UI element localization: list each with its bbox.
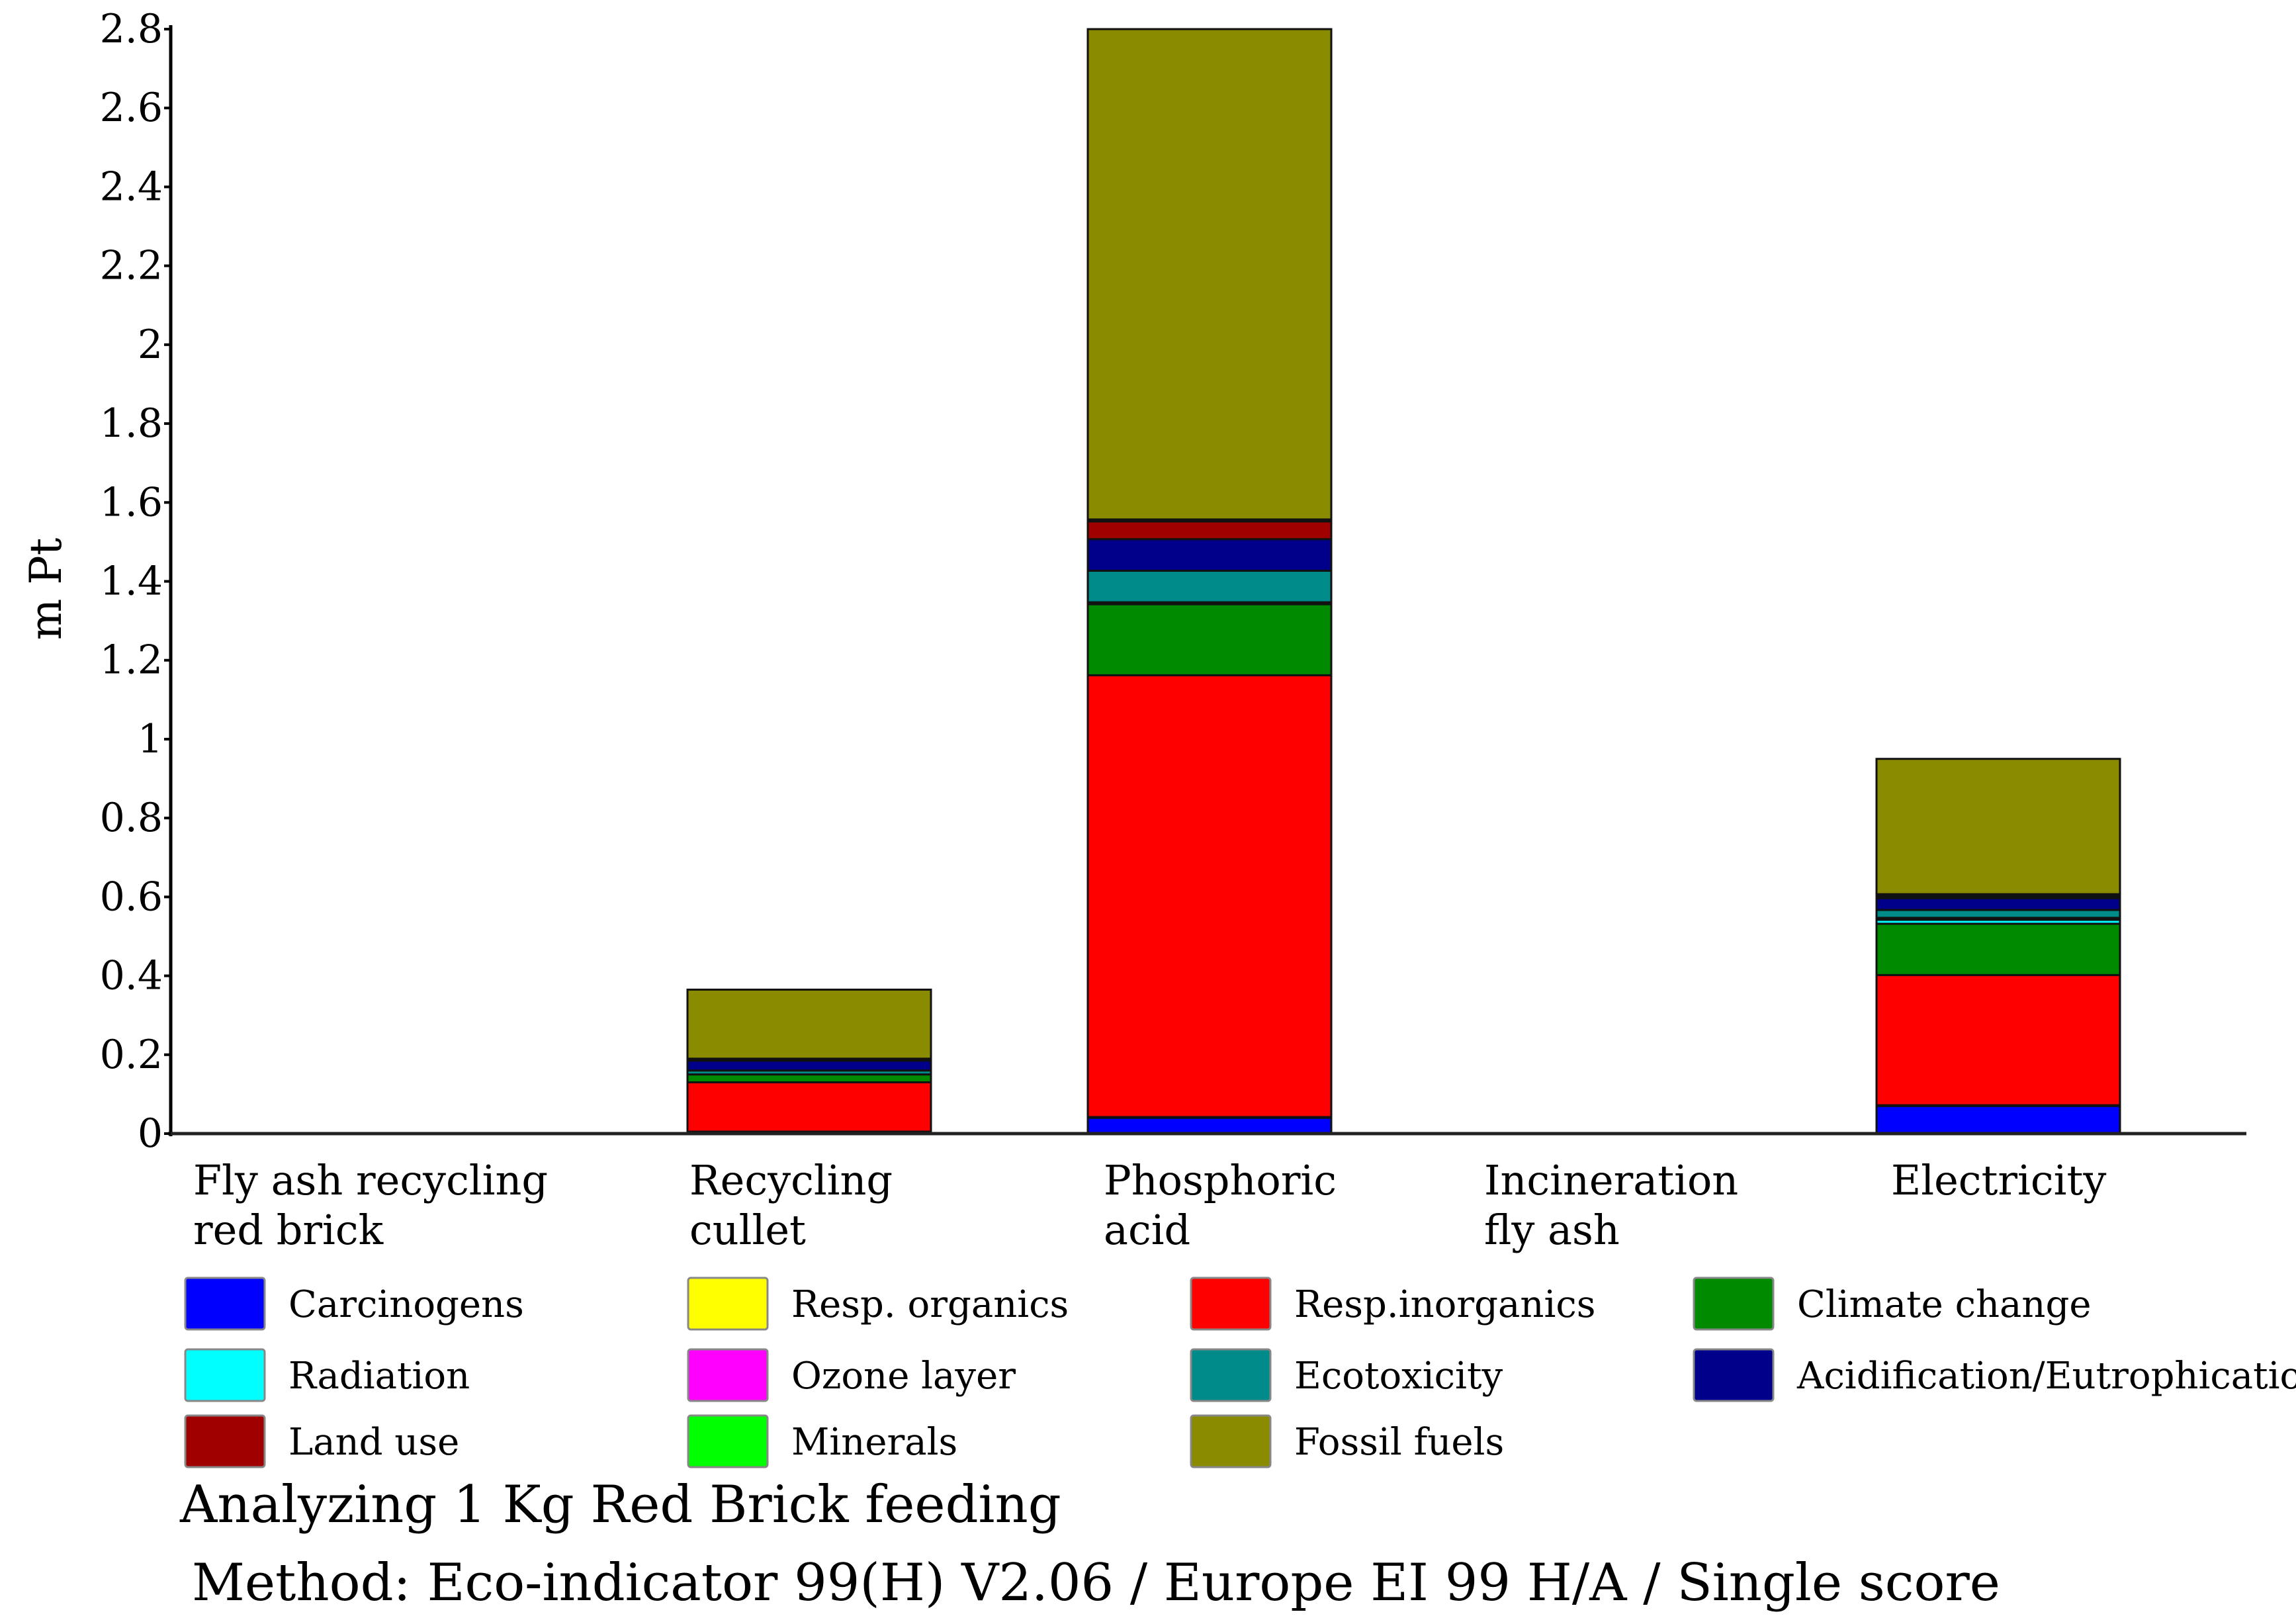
bar-segment bbox=[1875, 1104, 2121, 1135]
y-tick-label: 0.2 bbox=[100, 1032, 163, 1078]
legend-label: Fossil fuels bbox=[1294, 1421, 1504, 1464]
bar-segment bbox=[1875, 973, 2121, 1106]
legend-label: Climate change bbox=[1797, 1283, 2091, 1326]
bar-segment bbox=[1875, 897, 2121, 911]
x-category-label: Recycling bbox=[689, 1156, 893, 1204]
y-tick-label: 0.6 bbox=[100, 874, 163, 920]
bar-segment bbox=[1086, 1116, 1333, 1135]
legend-swatch bbox=[184, 1277, 266, 1331]
y-tick-label: 1.4 bbox=[100, 559, 163, 605]
x-category-label: Incineration bbox=[1484, 1156, 1738, 1204]
y-tick-label: 0 bbox=[138, 1110, 163, 1157]
legend-label: Radiation bbox=[288, 1355, 470, 1398]
legend-label: Resp. organics bbox=[791, 1283, 1069, 1326]
y-tick-label: 2.8 bbox=[100, 6, 163, 52]
bar-segment bbox=[1086, 569, 1333, 604]
legend-label: Minerals bbox=[791, 1421, 957, 1464]
caption-line-1: Analyzing 1 Kg Red Brick feeding bbox=[179, 1475, 1061, 1535]
y-tick-label: 2 bbox=[138, 322, 163, 368]
bar-segment bbox=[1086, 520, 1333, 541]
x-category-label: Electricity bbox=[1891, 1156, 2106, 1204]
legend-swatch bbox=[687, 1414, 769, 1468]
y-tick-label: 2.6 bbox=[100, 85, 163, 131]
legend-swatch bbox=[687, 1277, 769, 1331]
caption: Analyzing 1 Kg Red Brick feeding Method:… bbox=[179, 1475, 2000, 1613]
legend-label: Resp.inorganics bbox=[1294, 1283, 1595, 1326]
legend: Carcinogens Radiation Land use Resp. organi… bbox=[184, 1277, 2296, 1468]
axes-layer bbox=[164, 25, 2246, 1136]
x-category-label: fly ash bbox=[1484, 1206, 1620, 1254]
x-category-label: Fly ash recycling bbox=[193, 1156, 548, 1204]
legend-swatch bbox=[184, 1414, 266, 1468]
bar-segment bbox=[686, 1073, 932, 1084]
legend-label: Ecotoxicity bbox=[1294, 1355, 1503, 1398]
y-tick-label: 1.6 bbox=[100, 479, 163, 525]
legend-swatch bbox=[184, 1348, 266, 1402]
y-axis-label: m Pt bbox=[21, 538, 71, 641]
y-tick-label: 1.2 bbox=[100, 637, 163, 684]
bar-segment bbox=[1086, 538, 1333, 572]
legend-swatch bbox=[1693, 1277, 1775, 1331]
x-category-label: acid bbox=[1104, 1206, 1190, 1254]
legend-swatch bbox=[1190, 1414, 1272, 1468]
y-tick-label: 0.4 bbox=[100, 953, 163, 999]
labels-layer: 0 0.2 0.4 0.6 0.8 1 1.2 1.4 1.6 1.8 2 2.2 2.4 2.6 2.8 m… bbox=[21, 6, 2106, 1254]
y-tick-label: 0.8 bbox=[100, 795, 163, 841]
caption-line-2: Method: Eco-indicator 99(H) V2.06 / Euro… bbox=[192, 1553, 2000, 1613]
y-tick-label: 2.2 bbox=[100, 243, 163, 289]
legend-label: Carcinogens bbox=[288, 1283, 524, 1326]
bar-segment bbox=[1875, 922, 2121, 976]
legend-label: Land use bbox=[288, 1421, 459, 1464]
legend-swatch bbox=[1190, 1277, 1272, 1331]
legend-swatch bbox=[687, 1348, 769, 1402]
legend-label: Ozone layer bbox=[791, 1355, 1016, 1398]
legend-label: Acidification/Eutrophication bbox=[1796, 1355, 2296, 1398]
legend-swatch bbox=[1693, 1348, 1775, 1402]
y-tick-label: 1.8 bbox=[100, 400, 163, 447]
bar-segment bbox=[686, 1059, 932, 1072]
bar-segment bbox=[1086, 28, 1333, 521]
bar-segment bbox=[686, 988, 932, 1060]
x-category-label: cullet bbox=[689, 1206, 806, 1254]
bars-layer bbox=[686, 28, 2121, 1135]
legend-swatch bbox=[1190, 1348, 1272, 1402]
bar-segment bbox=[1875, 909, 2121, 919]
x-category-label: Phosphoric bbox=[1104, 1156, 1337, 1204]
y-tick-label: 1 bbox=[138, 716, 163, 762]
y-tick-label: 2.4 bbox=[100, 163, 163, 210]
bar-segment bbox=[1875, 758, 2121, 895]
bar-segment bbox=[686, 1081, 932, 1133]
x-category-label: red brick bbox=[193, 1206, 384, 1254]
bar-segment bbox=[1086, 674, 1333, 1118]
bar-segment bbox=[1086, 603, 1333, 676]
